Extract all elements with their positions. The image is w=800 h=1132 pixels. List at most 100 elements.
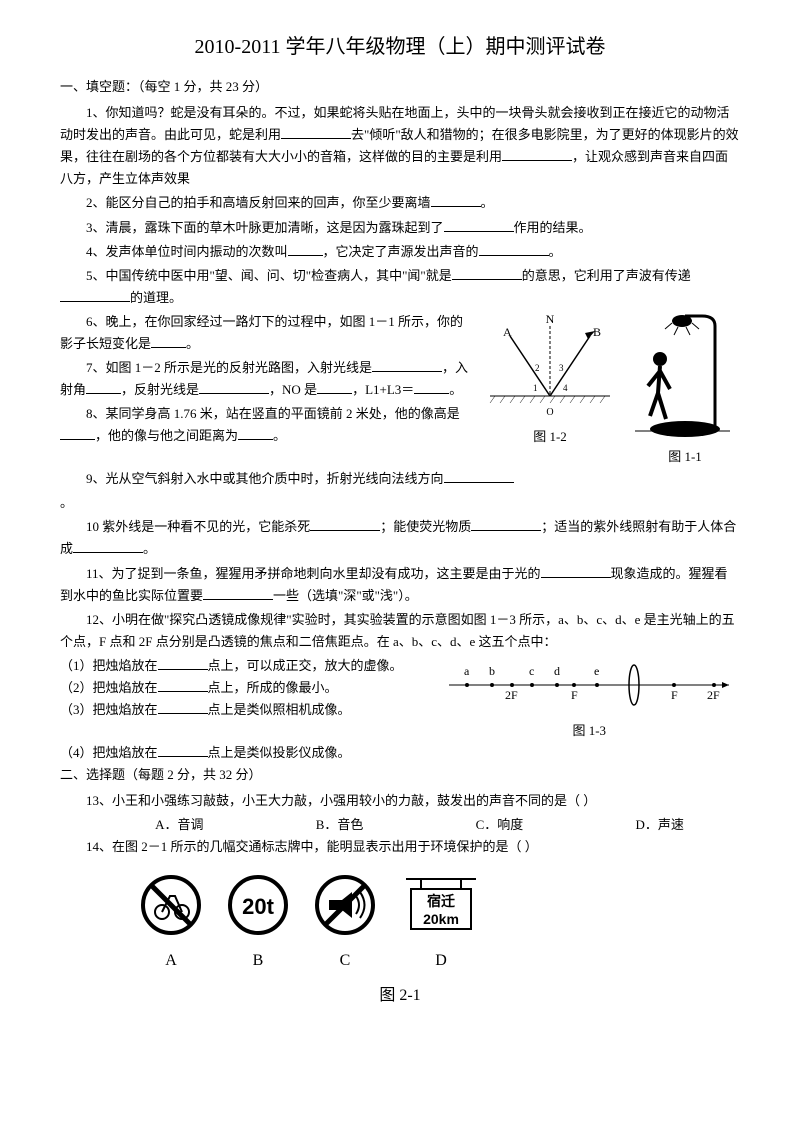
q7-blank3 bbox=[199, 380, 269, 394]
svg-text:3: 3 bbox=[559, 363, 564, 373]
q9b: 。 bbox=[60, 492, 740, 514]
q3-text: 3、清晨，露珠下面的草木叶脉更加清晰，这是因为露珠起到了 bbox=[86, 220, 444, 235]
q5-text: 5、中国传统中医中用"望、闻、问、切"检查病人，其中"闻"就是 bbox=[86, 268, 452, 283]
q12-1: （1）把烛焰放在 点上，可以成正交，放大的虚像。 bbox=[60, 655, 429, 677]
q7-blank4 bbox=[317, 380, 352, 394]
section1-header: 一、填空题：（每空 1 分，共 23 分） bbox=[60, 76, 740, 98]
svg-text:20km: 20km bbox=[423, 911, 459, 927]
q1: 1、你知道吗？蛇是没有耳朵的。不过，如果蛇将头贴在地面上，头中的一块骨头就会接收… bbox=[60, 102, 740, 190]
svg-text:a: a bbox=[464, 664, 470, 678]
q7-blank5 bbox=[414, 380, 449, 394]
q2-text-b: 。 bbox=[481, 195, 494, 210]
q12-1-text: （1）把烛焰放在 bbox=[60, 658, 158, 673]
q8-text-c: 。 bbox=[273, 428, 286, 443]
q10-blank1 bbox=[310, 517, 380, 531]
q12-4-text: （4）把烛焰放在 bbox=[60, 745, 158, 760]
sign-b: 20t B bbox=[227, 874, 289, 974]
sign-d-letter: D bbox=[401, 947, 481, 974]
q9-blank bbox=[444, 469, 514, 483]
q7-text-d: ，NO 是 bbox=[269, 382, 317, 397]
figure-2-1-label: 图 2-1 bbox=[60, 982, 740, 1009]
svg-text:F: F bbox=[571, 688, 578, 702]
q5-text-b: 的意思，它利用了声波有传递 bbox=[522, 268, 691, 283]
q12-1-blank bbox=[158, 656, 208, 670]
q4-blank1 bbox=[288, 242, 323, 256]
exam-title: 2010-2011 学年八年级物理（上）期中测评试卷 bbox=[60, 30, 740, 64]
q7-text-f: 。 bbox=[449, 382, 462, 397]
q14-text: 14、在图 2－1 所示的几幅交通标志牌中，能明显表示出用于环境保护的是（ ） bbox=[86, 839, 538, 854]
q6-text: 6、晚上，在你回家经过一路灯下的过程中，如图 1－1 所示，你的影子长短变化是 bbox=[60, 314, 463, 351]
q7-text-c: ，反射光线是 bbox=[121, 382, 199, 397]
svg-text:F: F bbox=[671, 688, 678, 702]
q12-intro: 12、小明在做"探究凸透镜成像规律"实验时，其实验装置的示意图如图 1－3 所示… bbox=[60, 609, 740, 653]
q12-2: （2）把烛焰放在点上，所成的像最小。 bbox=[60, 677, 429, 699]
svg-text:O: O bbox=[546, 407, 553, 418]
q7: 7、如图 1－2 所示是光的反射光路图，入射光线是，入射角，反射光线是，NO 是… bbox=[60, 357, 475, 401]
q9: 9、光从空气斜射入水中或其他介质中时，折射光线向法线方向 bbox=[60, 468, 740, 490]
q3-text-b: 作用的结果。 bbox=[514, 220, 592, 235]
figure-1-1: 图 1-1 bbox=[630, 311, 740, 468]
q4-blank2 bbox=[479, 242, 549, 256]
q5-blank2 bbox=[60, 288, 130, 302]
q13-options: A．音调 B．音色 C．响度 D．声速 bbox=[60, 814, 740, 836]
q12-1-text-b: 点上，可以成正交，放大的虚像。 bbox=[208, 658, 403, 673]
q12-3-text-b: 点上是类似照相机成像。 bbox=[208, 702, 351, 717]
q6: 6、晚上，在你回家经过一路灯下的过程中，如图 1－1 所示，你的影子长短变化是。 bbox=[60, 311, 475, 355]
figure-1-3: a b c d e 2F F F 2F 图 1-3 bbox=[439, 655, 741, 742]
q13-text: 13、小王和小强练习敲鼓，小王大力敲，小强用较小的力敲，鼓发出的声音不同的是（ … bbox=[86, 793, 596, 808]
q12-2-text-b: 点上，所成的像最小。 bbox=[208, 680, 338, 695]
q12-4: （4）把烛焰放在 点上是类似投影仪成像。 bbox=[60, 742, 740, 764]
figure-1-3-label: 图 1-3 bbox=[439, 720, 741, 742]
q12-3-text: （3）把烛焰放在 bbox=[60, 702, 158, 717]
q4-text-c: 。 bbox=[549, 244, 562, 259]
q2: 2、能区分自己的拍手和高墙反射回来的回声，你至少要离墙 。 bbox=[60, 192, 740, 214]
q13-opt-b: B．音色 bbox=[316, 814, 364, 836]
q10-blank2 bbox=[471, 517, 541, 531]
q4-text: 4、发声体单位时间内振动的次数叫 bbox=[86, 244, 288, 259]
svg-text:2F: 2F bbox=[707, 688, 720, 702]
q10-text: 10 紫外线是一种看不见的光，它能杀死 bbox=[86, 519, 310, 534]
svg-text:2: 2 bbox=[535, 363, 540, 373]
figure-1-1-label: 图 1-1 bbox=[630, 446, 740, 468]
q2-blank bbox=[431, 193, 481, 207]
q12-2-blank bbox=[158, 678, 208, 692]
q8: 8、某同学身高 1.76 米，站在竖直的平面镜前 2 米处，他的像高是 ，他的像与… bbox=[60, 403, 475, 447]
q4: 4、发声体单位时间内振动的次数叫，它决定了声源发出声音的。 bbox=[60, 241, 740, 263]
q5-blank1 bbox=[452, 266, 522, 280]
q7-text-e: ，L1+L3＝ bbox=[352, 382, 414, 397]
q1-blank2 bbox=[502, 147, 572, 161]
sign-a-letter: A bbox=[140, 947, 202, 974]
figure-1-2-label: 图 1-2 bbox=[485, 426, 615, 448]
svg-text:2F: 2F bbox=[505, 688, 518, 702]
q3-blank bbox=[444, 218, 514, 232]
sign-c-letter: C bbox=[314, 947, 376, 974]
q8-text-b: ，他的像与他之间距离为 bbox=[95, 428, 238, 443]
sign-c: C bbox=[314, 874, 376, 974]
traffic-signs: A 20t B C 宿迁 20km D bbox=[60, 874, 740, 974]
svg-text:宿迁: 宿迁 bbox=[427, 893, 455, 910]
q9-text-b: 。 bbox=[60, 495, 73, 510]
q2-text: 2、能区分自己的拍手和高墙反射回来的回声，你至少要离墙 bbox=[86, 195, 431, 210]
svg-text:B: B bbox=[593, 325, 601, 339]
q7-blank2 bbox=[86, 380, 121, 394]
q13: 13、小王和小强练习敲鼓，小王大力敲，小强用较小的力敲，鼓发出的声音不同的是（ … bbox=[60, 790, 740, 812]
q6-text-b: 。 bbox=[186, 336, 199, 351]
q11-text: 11、为了捉到一条鱼，猩猩用矛拼命地刺向水里却没有成功，这主要是由于光的 bbox=[86, 566, 541, 581]
sign-d: 宿迁 20km D bbox=[401, 874, 481, 974]
svg-text:4: 4 bbox=[563, 383, 568, 393]
svg-text:d: d bbox=[554, 664, 560, 678]
q6-blank bbox=[151, 334, 186, 348]
q10-text-b: ；能使荧光物质 bbox=[380, 519, 471, 534]
q12-3: （3）把烛焰放在 点上是类似照相机成像。 bbox=[60, 699, 429, 721]
q13-opt-c: C．响度 bbox=[476, 814, 524, 836]
q8-text: 8、某同学身高 1.76 米，站在竖直的平面镜前 2 米处，他的像高是 bbox=[86, 406, 460, 421]
q11-text-c: 一些（选填"深"或"浅"）。 bbox=[273, 588, 418, 603]
svg-text:1: 1 bbox=[533, 383, 538, 393]
q11-blank2 bbox=[203, 586, 273, 600]
q8-blank2 bbox=[238, 426, 273, 440]
q12-4-text-b: 点上是类似投影仪成像。 bbox=[208, 745, 351, 760]
q12-3-blank bbox=[158, 700, 208, 714]
section2-header: 二、选择题（每题 2 分，共 32 分） bbox=[60, 764, 740, 786]
q10: 10 紫外线是一种看不见的光，它能杀死；能使荧光物质；适当的紫外线照射有助于人体… bbox=[60, 516, 740, 560]
svg-text:e: e bbox=[594, 664, 599, 678]
